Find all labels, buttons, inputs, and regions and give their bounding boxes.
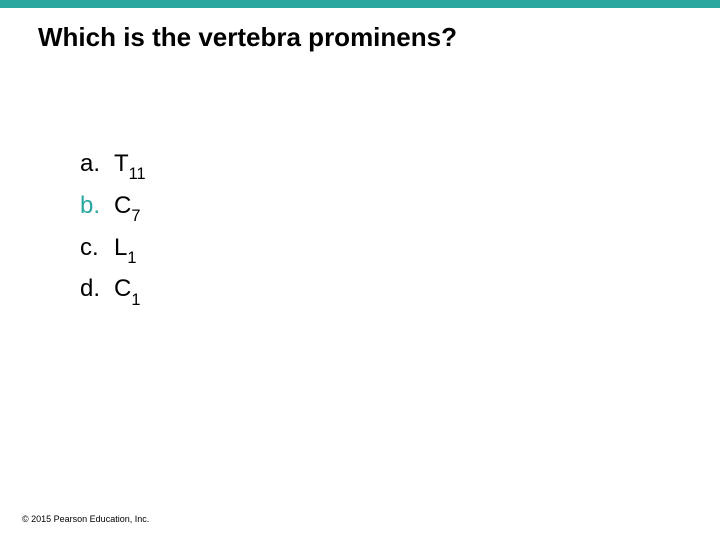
option-text: C1 [114,275,140,307]
option-b: b. C7 [80,192,146,224]
option-c: c. L1 [80,234,146,266]
option-letter: d. [80,275,114,303]
options-list: a. T11 b. C7 c. L1 d. C1 [80,150,146,317]
top-accent-bar [0,0,720,8]
option-base: L [114,234,127,261]
option-base: C [114,192,131,219]
option-subscript: 1 [131,291,140,309]
option-subscript: 7 [131,207,140,225]
option-subscript: 1 [127,249,136,267]
option-letter: a. [80,150,114,178]
option-base: C [114,275,131,302]
option-subscript: 11 [129,165,146,183]
question-text: Which is the vertebra prominens? [38,22,457,53]
option-d: d. C1 [80,275,146,307]
copyright-text: © 2015 Pearson Education, Inc. [22,514,149,524]
option-text: C7 [114,192,140,224]
option-text: L1 [114,234,136,266]
option-letter: c. [80,234,114,262]
option-text: T11 [114,150,146,182]
option-letter: b. [80,192,114,220]
option-base: T [114,150,129,177]
option-a: a. T11 [80,150,146,182]
